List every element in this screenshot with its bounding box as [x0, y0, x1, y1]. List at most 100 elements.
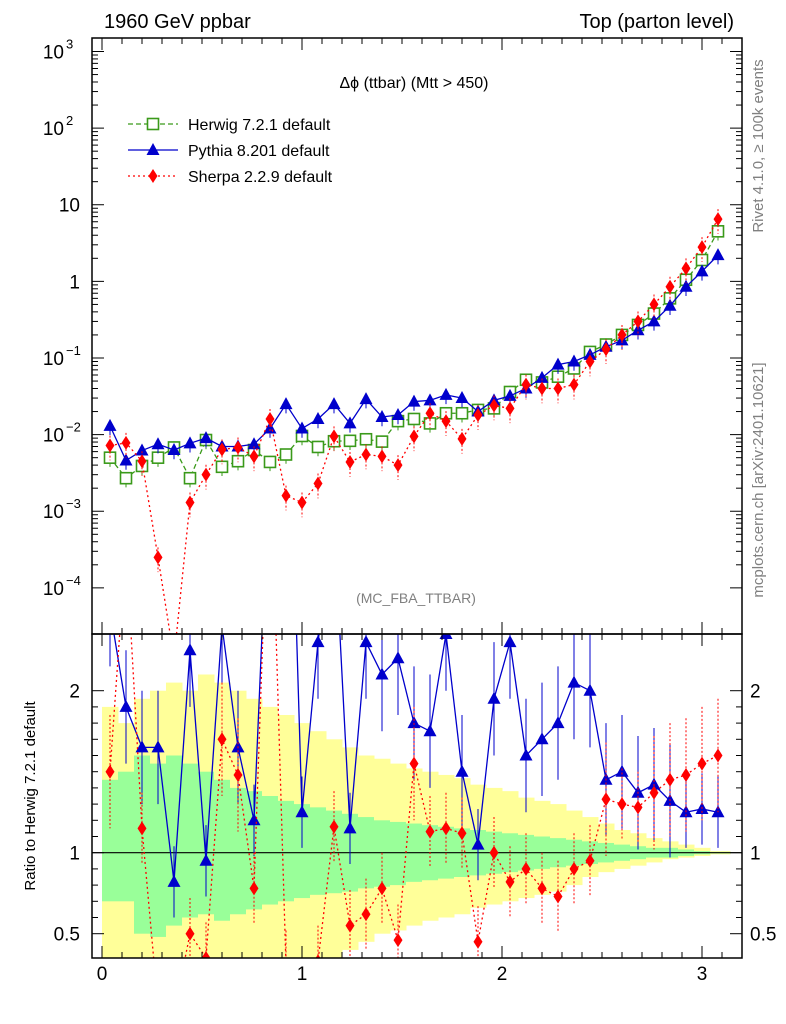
data-point: [585, 354, 595, 369]
data-point: [393, 458, 403, 473]
uncertainty-band-green: [230, 787, 247, 915]
ratio-point: [135, 740, 149, 753]
ratio-point: [375, 667, 389, 680]
ratio-point: [119, 699, 133, 712]
uncertainty-band-green: [118, 771, 135, 902]
ratio-point: [298, 985, 307, 999]
y-tick-label: 10: [59, 196, 80, 217]
data-point: [617, 327, 627, 342]
data-point: [153, 550, 163, 565]
data-point: [681, 261, 691, 276]
ratio-point: [617, 797, 627, 812]
y-tick-exponent: −3: [66, 496, 81, 511]
data-point: [279, 448, 293, 461]
data-point: [311, 411, 325, 424]
data-point: [505, 401, 515, 416]
data-point: [105, 438, 115, 453]
data-point: [633, 314, 643, 329]
data-point: [711, 225, 725, 238]
data-point: [441, 414, 451, 429]
data-point: [119, 453, 133, 466]
ratio-point: [329, 819, 339, 834]
y-tick-label: 10: [43, 502, 64, 523]
ratio-point: [441, 821, 451, 836]
ratio-point: [649, 785, 659, 800]
legend-marker: [146, 117, 160, 131]
ratio-point: [249, 881, 259, 896]
data-point: [537, 381, 547, 396]
data-point: [375, 435, 389, 448]
data-point: [247, 437, 261, 450]
ratio-point: [455, 764, 469, 777]
data-point: [137, 454, 147, 469]
ratio-point: [167, 874, 181, 887]
x-tick-label: 2: [497, 964, 508, 985]
data-point: [489, 398, 499, 413]
data-point: [695, 253, 709, 267]
data-point: [233, 440, 243, 455]
data-point: [249, 449, 259, 464]
ratio-point: [471, 837, 485, 850]
y-tick-exponent: 2: [66, 113, 73, 128]
data-point: [201, 467, 211, 482]
ratio-point: [201, 951, 211, 958]
data-point: [311, 440, 325, 454]
data-point: [231, 454, 245, 468]
ratio-point: [217, 732, 227, 747]
data-point: [569, 377, 579, 392]
ratio-point: [713, 748, 723, 763]
ratio-point: [170, 1006, 179, 1020]
ratio-point: [487, 691, 501, 704]
uncertainty-band-green: [278, 800, 295, 902]
data-point: [473, 408, 483, 423]
ratio-point: [601, 792, 611, 807]
ratio-point: [199, 853, 213, 866]
ratio-point: [665, 772, 675, 787]
data-point: [375, 409, 389, 422]
ratio-line-2: [109, 634, 719, 958]
rivet-label: Rivet 4.1.0, ≥ 100k events: [750, 59, 767, 232]
y-tick-exponent: −4: [66, 573, 81, 588]
ratio-y-tick-label: 2: [69, 682, 80, 703]
data-point: [407, 394, 421, 407]
ratio-y-tick-label: 1: [69, 844, 80, 865]
y-tick-exponent: 3: [66, 36, 73, 51]
ratio-point: [409, 756, 419, 771]
ratio-point: [551, 716, 565, 729]
ratio-point: [425, 824, 435, 839]
data-point: [553, 381, 563, 396]
ratio-point: [567, 675, 581, 688]
data-point: [567, 354, 581, 367]
ratio-point: [489, 845, 499, 860]
data-point: [167, 442, 181, 455]
data-point: [135, 443, 149, 456]
ratio-point: [647, 777, 661, 790]
data-point: [217, 442, 227, 457]
ratio-point: [535, 732, 549, 745]
uncertainty-band-green: [294, 804, 311, 899]
data-point: [359, 392, 373, 405]
mcplots-label: mcplots.cern.ch [arXiv:2401.10621]: [750, 362, 767, 597]
data-point: [215, 460, 229, 474]
ratio-point: [104, 603, 117, 615]
data-point: [649, 297, 659, 312]
ratio-point: [553, 889, 563, 904]
ratio-point: [423, 724, 437, 737]
y-tick-label: 10: [43, 579, 64, 600]
data-point: [713, 212, 723, 227]
y-tick-exponent: −2: [66, 420, 81, 435]
data-point: [183, 436, 197, 449]
ratio-point: [407, 716, 421, 729]
uncertainty-band-green: [262, 796, 279, 905]
data-point: [279, 397, 293, 410]
ratio-point: [473, 934, 483, 949]
data-point: [297, 495, 307, 510]
data-point: [425, 406, 435, 421]
uncertainty-band-green: [182, 763, 199, 918]
uncertainty-band-green: [310, 807, 327, 895]
ratio-point: [681, 767, 691, 782]
ratio-point: [615, 764, 629, 777]
data-point: [329, 429, 339, 444]
ratio-point: [343, 821, 357, 834]
